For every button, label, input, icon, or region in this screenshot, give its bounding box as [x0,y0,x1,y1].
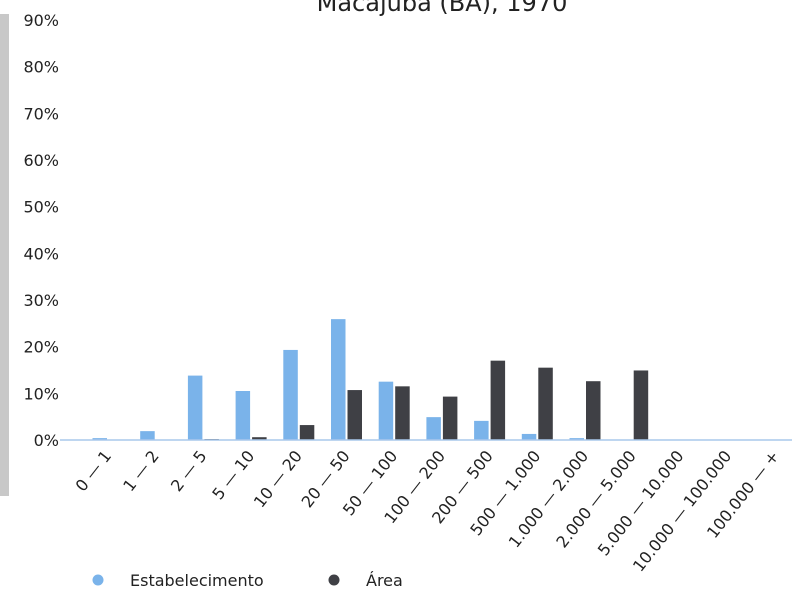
bar-estabelecimento [378,381,394,440]
bar-area [633,370,649,440]
bar-area [299,425,315,440]
y-tick-label: 30% [23,291,59,310]
chart-title: Macajuba (BA), 1970 [317,0,568,17]
y-axis: 0% 10% 20% 30% 40% 50% 60% 70% 80% 90% [23,11,59,450]
bar-estabelecimento [331,319,346,440]
x-tick-label: 2 — 5 [167,447,211,495]
x-tick-label: 10 — 20 [250,447,306,511]
y-tick-label: 40% [23,244,59,263]
y-tick-label: 50% [23,198,59,217]
bar-area [395,386,410,440]
bar-area [538,367,553,440]
bar-estabelecimento [140,431,155,440]
y-tick-label: 20% [23,338,59,357]
bar-estabelecimento [92,438,107,440]
bar-estabelecimento [474,420,489,440]
legend-label: Estabelecimento [130,571,264,589]
bar-estabelecimento [283,349,298,440]
bar-estabelecimento [426,417,441,440]
y-tick-label: 80% [23,58,59,77]
bar-estabelecimento [521,433,537,440]
y-tick-label: 0% [34,431,59,450]
y-tick-label: 10% [23,384,59,403]
x-tick-label: 5 — 10 [208,447,258,503]
bar-area [490,360,506,440]
bar-area [347,390,362,440]
bar-area [442,396,458,440]
x-tick-label: 1 — 2 [119,447,163,495]
bar-area [586,381,601,440]
legend-marker [328,574,340,586]
x-tick-label: 5.000 — 10.000 [594,447,688,560]
side-strip-decoration [0,14,9,496]
bar-estabelecimento [569,438,584,440]
y-tick-label: 90% [23,11,59,30]
y-tick-label: 70% [23,104,59,123]
bars-group [92,319,649,440]
x-tick-label: 0 — 1 [72,447,116,495]
bar-area [252,437,267,440]
bar-estabelecimento [235,391,251,440]
y-tick-label: 60% [23,151,59,170]
legend: Estabelecimento Área [92,571,403,589]
legend-label: Área [366,571,403,589]
bar-estabelecimento [187,375,203,440]
legend-marker [92,574,104,586]
